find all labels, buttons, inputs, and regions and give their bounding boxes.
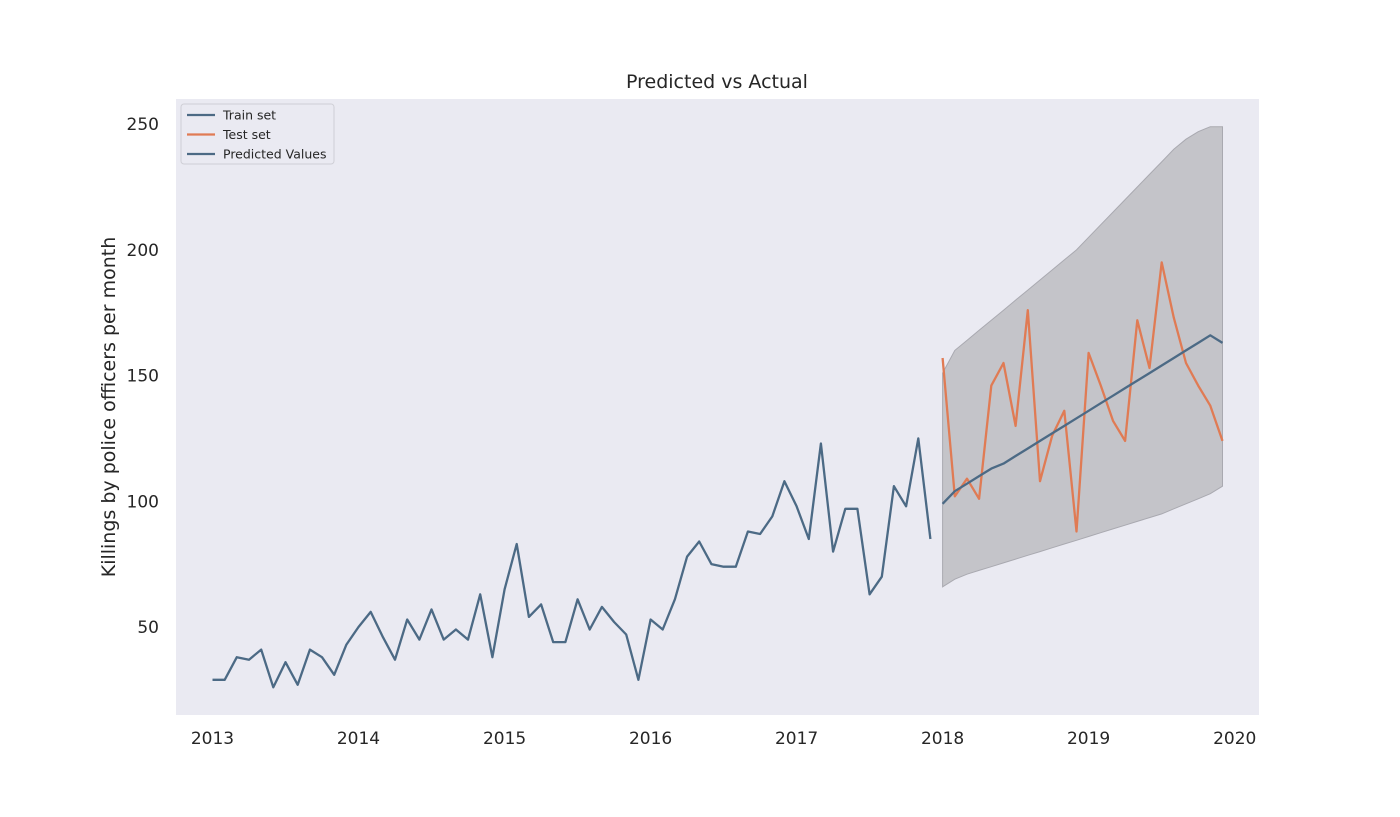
x-tick-label: 2017: [775, 729, 818, 749]
legend-label: Train set: [222, 108, 276, 123]
x-tick-label: 2019: [1067, 729, 1110, 749]
x-tick-label: 2014: [337, 729, 380, 749]
x-tick-label: 2020: [1213, 729, 1256, 749]
legend-frame: [180, 103, 335, 165]
y-tick-label: 200: [127, 241, 159, 261]
legend-label: Test set: [222, 127, 271, 142]
x-tick-label: 2013: [191, 729, 234, 749]
y-tick-label: 100: [127, 492, 159, 512]
x-tick-label: 2015: [483, 729, 526, 749]
y-tick-label: 250: [127, 115, 159, 135]
y-axis-label: Killings by police officers per month: [98, 237, 120, 578]
chart-title: Predicted vs Actual: [626, 71, 808, 93]
legend: Train set Test set Predicted Values: [180, 103, 335, 165]
train-line: [212, 437, 932, 689]
y-tick-label: 50: [137, 618, 159, 638]
predicted-line: [941, 334, 1224, 505]
test-line: [941, 261, 1224, 533]
x-tick-label: 2018: [921, 729, 964, 749]
y-tick-label: 150: [127, 367, 159, 387]
legend-label: Predicted Values: [223, 147, 327, 162]
confidence-band: [942, 126, 1223, 588]
x-tick-label: 2016: [629, 729, 672, 749]
